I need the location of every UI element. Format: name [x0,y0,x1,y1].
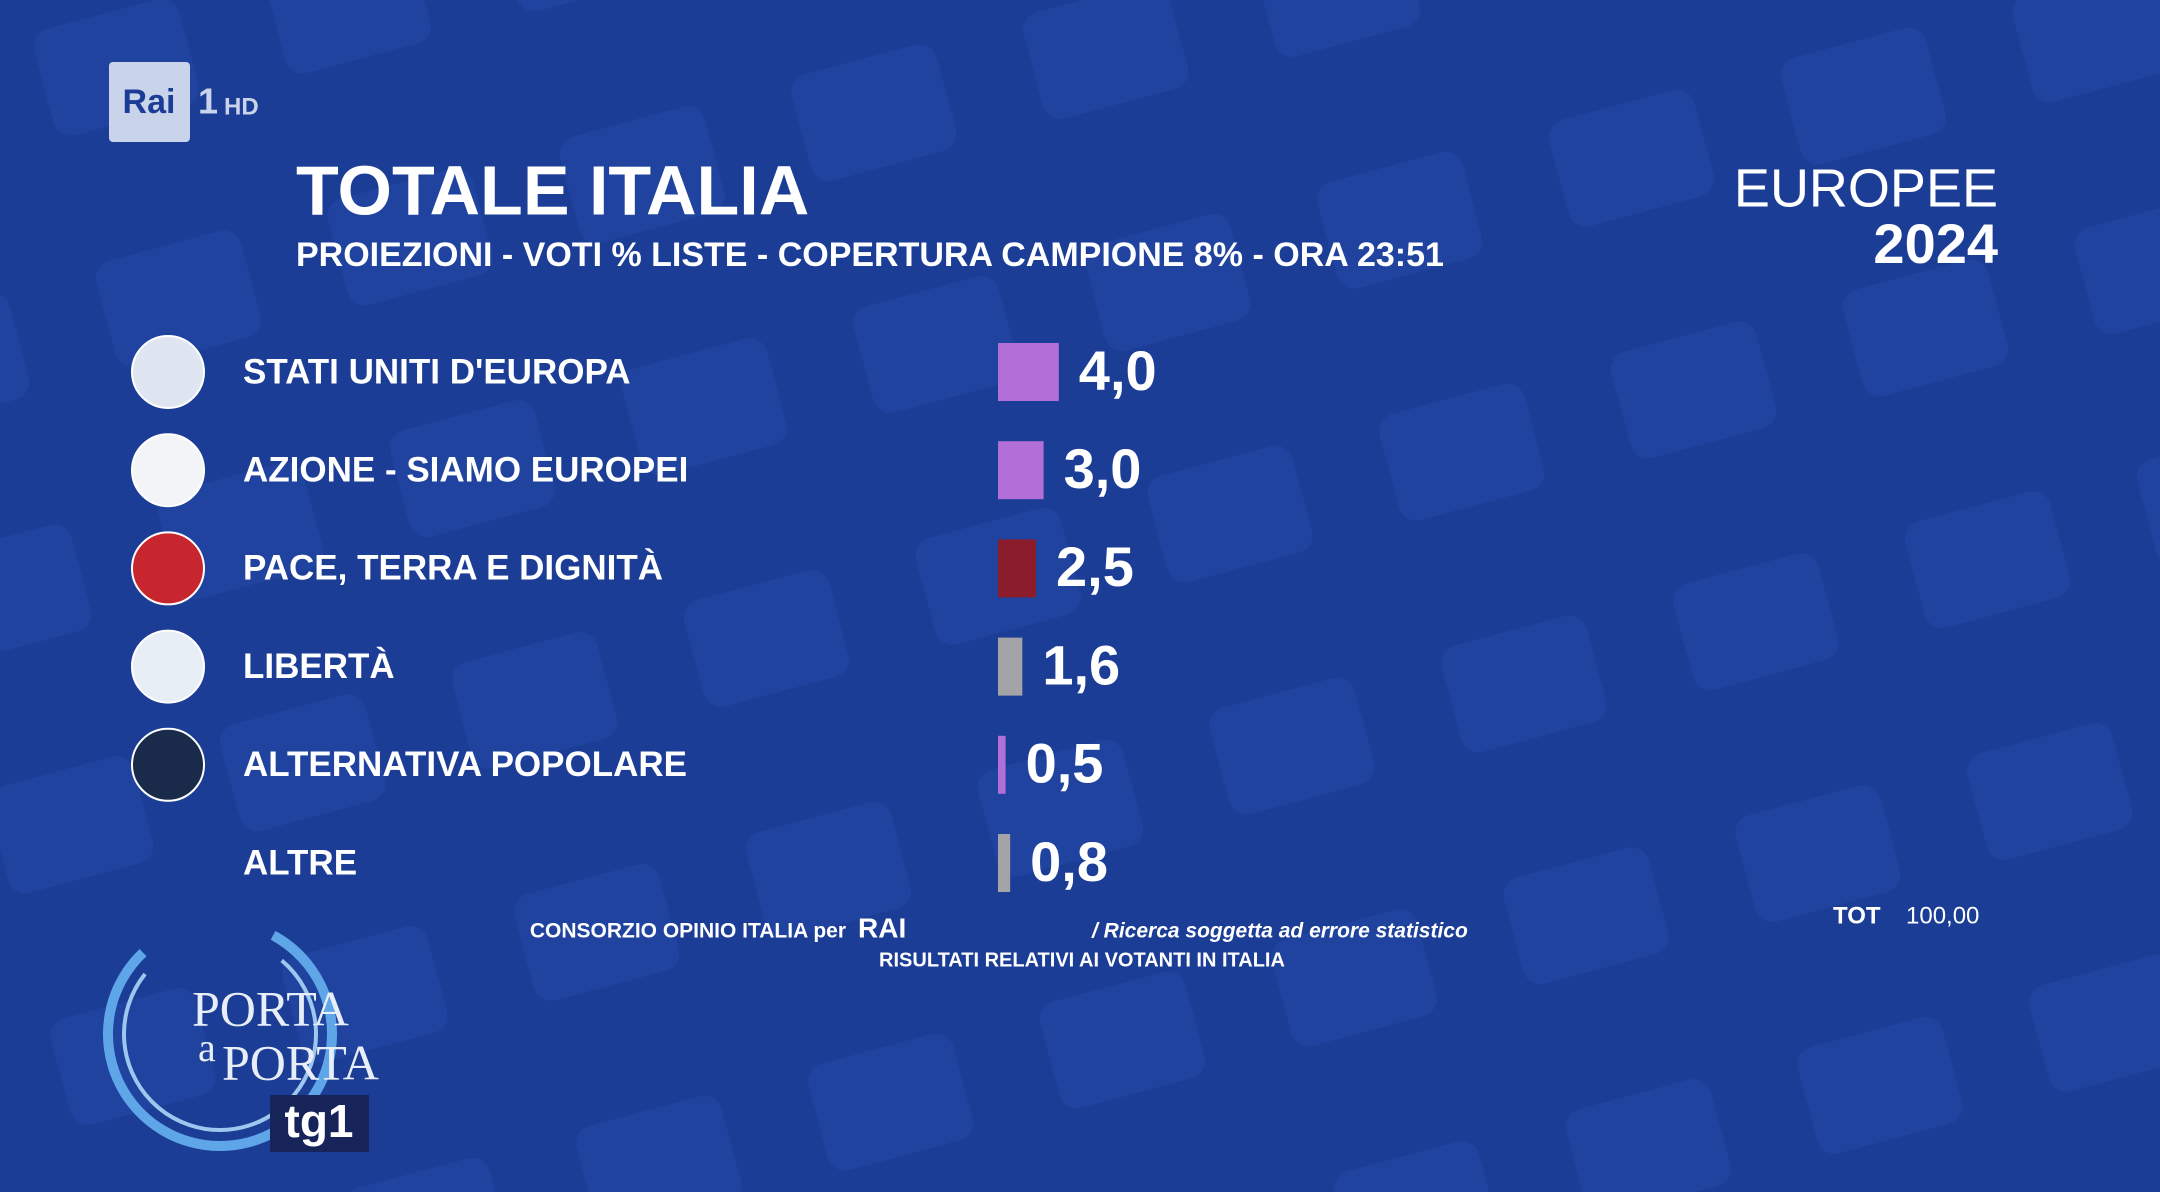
value-label: 1,6 [1042,633,1120,696]
party-logo [131,629,205,704]
bar [998,441,1044,500]
value-label: 0,5 [1026,732,1104,795]
bar [998,343,1059,401]
chart-title: TOTALE ITALIA [296,151,809,229]
category-label: ALTRE [243,843,357,882]
value-label: 3,0 [1064,437,1142,500]
value-label: 0,8 [1030,830,1108,893]
source: CONSORZIO OPINIO ITALIA per [530,920,846,943]
value-label: 4,0 [1079,339,1157,402]
chart-subtitle: PROIEZIONI - VOTI % LISTE - COPERTURA CA… [296,236,1444,274]
party-logo [131,335,205,409]
total-value: 100,00 [1906,902,1979,929]
channel-logo: Rai [123,83,176,121]
party-logo [131,531,205,606]
category-label: PACE, TERRA E DIGNITÀ [243,548,663,588]
party-logo [131,433,205,508]
total-label: TOT [1833,902,1881,929]
source-brand: RAI [858,912,906,943]
category-label: STATI UNITI D'EUROPA [243,352,630,391]
news-logo-box [270,1095,369,1152]
bar [998,735,1006,794]
show-logo: PORTA a PORTA tg1 [102,917,379,1152]
channel-number: 1 [198,81,218,122]
category-label: AZIONE - SIAMO EUROPEI [243,450,688,489]
party-logo [131,727,205,802]
note: RISULTATI RELATIVI AI VOTANTI IN ITALIA [879,949,1285,971]
channel-logo-box [109,62,190,142]
category-label: LIBERTÀ [243,646,395,686]
bar [998,539,1036,598]
election-name: EUROPEE [1734,158,1998,218]
value-label: 2,5 [1056,535,1134,598]
show-title: PORTA [222,1034,379,1090]
bar [998,637,1023,696]
channel-hd: HD [224,93,259,120]
bar [998,834,1011,892]
news-logo: tg1 [285,1095,354,1147]
show-title: PORTA [192,980,349,1036]
show-logo-ring [102,917,337,1151]
bar-rows: STATI UNITI D'EUROPA 4,0 AZIONE - SIAMO EU… [131,335,1157,893]
disclaimer: / Ricerca soggetta ad errore statistico [1091,920,1468,943]
election-year: 2024 [1873,212,1998,275]
category-label: ALTERNATIVA POPOLARE [243,745,687,784]
show-title: a [198,1025,216,1070]
